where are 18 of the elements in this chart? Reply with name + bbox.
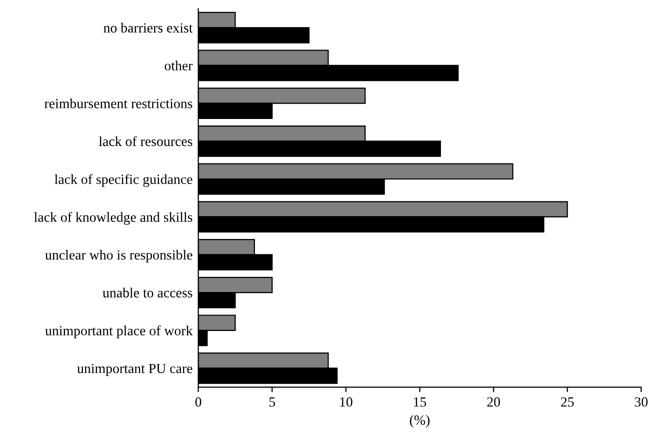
x-tick-label: 20 — [487, 397, 500, 407]
y-tick-label: no barriers exist — [104, 22, 193, 33]
y-tick-label: unimportant place of work — [45, 325, 193, 338]
x-tick-label: 10 — [340, 397, 352, 407]
y-tick-label: lack of specific guidance — [54, 174, 192, 187]
y-tick-label: unable to access — [102, 288, 192, 298]
y-tick-label: other — [164, 60, 193, 70]
x-tick-label: 25 — [561, 397, 574, 407]
x-tick-label: 15 — [414, 397, 426, 407]
y-tick-label: lack of knowledge and skills — [34, 212, 192, 225]
x-axis-title: (%) — [410, 415, 430, 428]
y-tick-label: reimbursement restrictions — [44, 98, 192, 108]
y-tick-label: unclear who is responsible — [45, 250, 192, 262]
x-tick-label: 30 — [634, 397, 648, 407]
y-tick-label: lack of resources — [98, 136, 192, 146]
x-tick-label: 5 — [269, 397, 276, 407]
y-tick-label: unimportant PU care — [77, 364, 192, 376]
x-tick-label: 0 — [195, 397, 202, 407]
